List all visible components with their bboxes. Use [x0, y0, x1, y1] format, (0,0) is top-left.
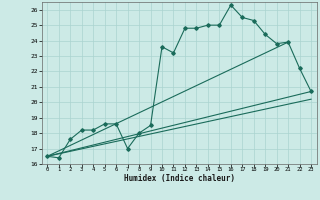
X-axis label: Humidex (Indice chaleur): Humidex (Indice chaleur) — [124, 174, 235, 183]
